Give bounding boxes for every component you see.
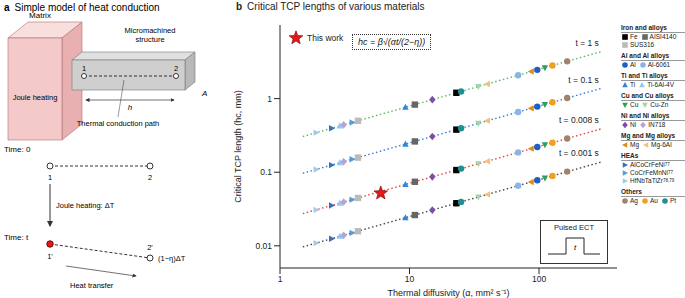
html-text:b: b <box>236 1 243 12</box>
html-text:This work: This work <box>307 33 344 43</box>
svg-text:Thermal diffusivity (α, mm² s⁻: Thermal diffusivity (α, mm² s⁻¹) <box>387 288 509 298</box>
svg-text:aSimple model of heat conducti: aSimple model of heat conduction <box>4 2 160 13</box>
svg-text:Joule heating: Joule heating <box>13 93 58 102</box>
html-text:HEAs: HEAs <box>621 152 639 159</box>
svg-text:Thermal conduction path: Thermal conduction path <box>77 119 160 128</box>
svg-text:2: 2 <box>174 64 178 73</box>
svg-text:1: 1 <box>82 64 86 73</box>
svg-text:Time: 0: Time: 0 <box>4 145 31 154</box>
svg-text:A: A <box>201 89 207 98</box>
html-text:Cu-Zn: Cu-Zn <box>650 101 669 108</box>
html-text:Fe: Fe <box>630 33 638 40</box>
html-text:Ni: Ni <box>630 121 637 128</box>
html-text:Al and Al alloys: Al and Al alloys <box>621 52 670 59</box>
html-text:Au: Au <box>650 197 658 204</box>
svg-text:0.1: 0.1 <box>260 167 272 177</box>
svg-text:t = 0.001 s: t = 0.001 s <box>559 148 599 158</box>
svg-text:Time: t: Time: t <box>4 233 29 242</box>
html-text:IN718: IN718 <box>648 121 666 128</box>
svg-text:Heat transfer: Heat transfer <box>70 281 114 290</box>
svg-text:1: 1 <box>48 173 52 182</box>
svg-text:t: t <box>574 243 577 252</box>
html-text:Ti-6Al-4V: Ti-6Al-4V <box>647 81 674 88</box>
svg-text:Micromachined: Micromachined <box>125 26 176 35</box>
html-text:AlCoCrFeNi77: AlCoCrFeNi77 <box>630 161 670 168</box>
svg-text:t = 0.008 s: t = 0.008 s <box>559 115 599 125</box>
html-text:Al-6061: Al-6061 <box>647 61 671 68</box>
svg-text:(1−η)ΔT: (1−η)ΔT <box>158 254 186 263</box>
html-text:AISI4140: AISI4140 <box>649 33 677 40</box>
svg-text:1: 1 <box>278 274 283 284</box>
svg-text:10: 10 <box>405 274 415 284</box>
html-text:Iron and alloys: Iron and alloys <box>621 24 667 31</box>
html-text:Ag: Ag <box>630 197 638 204</box>
svg-text:Critical TCP length (hc, mm): Critical TCP length (hc, mm) <box>233 90 243 203</box>
html-text:Mg and Mg alloys: Mg and Mg alloys <box>621 132 676 139</box>
html-text:CoCrFeMnNi77: CoCrFeMnNi77 <box>630 169 673 176</box>
svg-text:2': 2' <box>147 243 153 252</box>
html-text:SUS316: SUS316 <box>630 41 655 48</box>
svg-text:Matrix: Matrix <box>29 11 51 20</box>
html-text:Al: Al <box>630 61 636 68</box>
svg-text:structure: structure <box>135 35 164 44</box>
html-text:Others: Others <box>621 188 642 195</box>
html-text:Ni and Ni alloys: Ni and Ni alloys <box>621 112 670 119</box>
html-text:Cu: Cu <box>630 101 639 108</box>
svg-text:Joule heating: ΔT: Joule heating: ΔT <box>56 201 115 210</box>
html-text:Critical TCP lengths of variou: Critical TCP lengths of various material… <box>247 1 425 12</box>
html-text:Pulsed ECT: Pulsed ECT <box>554 223 594 232</box>
html-text:Pt: Pt <box>669 197 677 204</box>
html-text:HfNbTaTiZr78,79: HfNbTaTiZr78,79 <box>630 177 675 184</box>
html-text:Ti and Ti alloys: Ti and Ti alloys <box>621 72 668 79</box>
svg-text:100: 100 <box>532 274 546 284</box>
svg-text:h: h <box>128 103 133 112</box>
html-text:Ti: Ti <box>630 81 636 88</box>
svg-text:0.01: 0.01 <box>255 241 272 251</box>
svg-text:2: 2 <box>148 173 152 182</box>
svg-text:t = 0.1 s: t = 0.1 s <box>568 75 598 85</box>
html-text:Cu and Cu alloys: Cu and Cu alloys <box>621 92 674 99</box>
svg-text:1: 1 <box>267 94 272 104</box>
html-text:Mg-6Al: Mg-6Al <box>651 141 672 148</box>
svg-text:t = 1 s: t = 1 s <box>575 38 598 48</box>
svg-text:1': 1' <box>47 252 53 261</box>
html-text:Mg: Mg <box>630 141 639 148</box>
html-text:hc = β√(αt/(2−η)): hc = β√(αt/(2−η)) <box>358 37 426 47</box>
